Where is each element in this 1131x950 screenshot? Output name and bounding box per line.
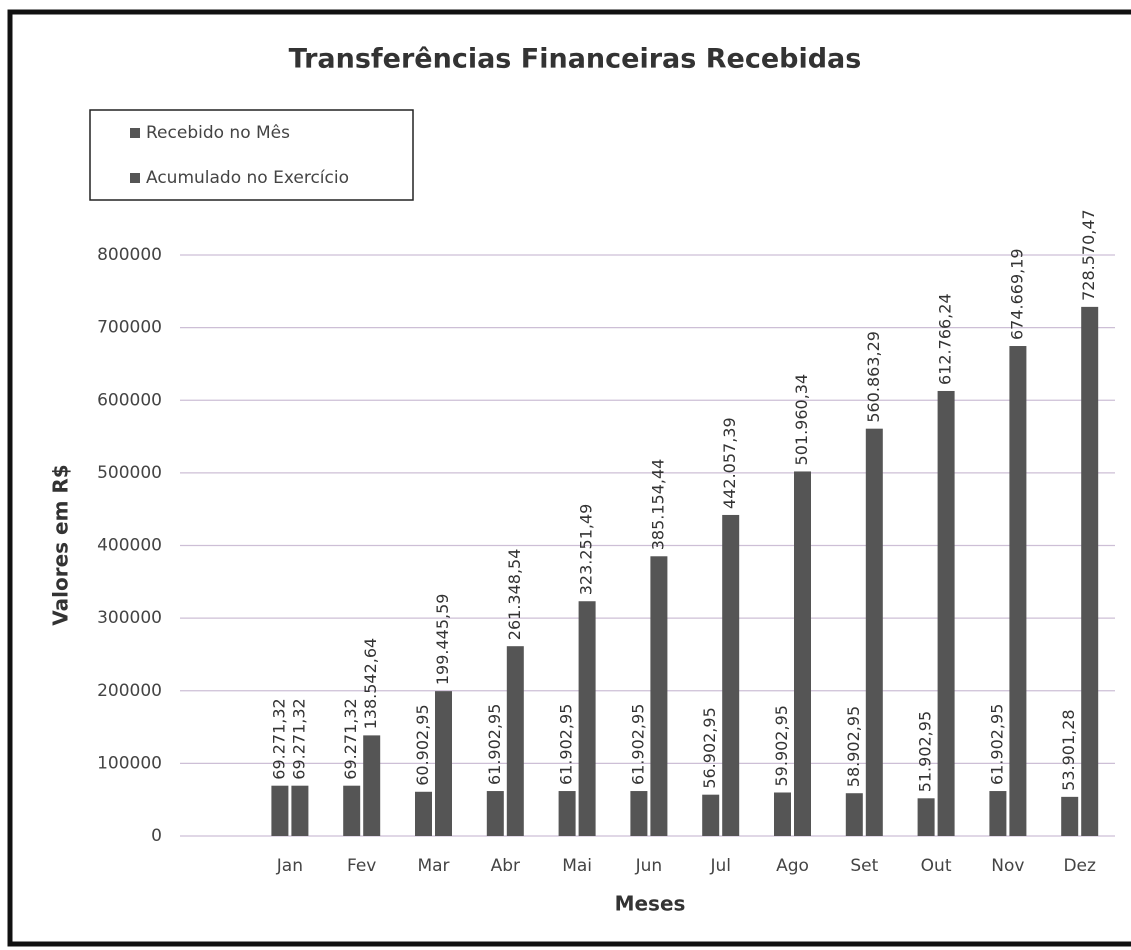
bar — [415, 791, 432, 836]
value-label: 728.570,47 — [1079, 209, 1098, 301]
value-label: 58.902,95 — [844, 706, 863, 787]
y-tick-label: 800000 — [97, 245, 162, 265]
bar — [271, 785, 289, 836]
x-tick-label: Jan — [276, 856, 303, 876]
x-tick-label: Mar — [417, 856, 449, 876]
x-tick-label: Jun — [635, 856, 663, 876]
frame — [7, 9, 1131, 947]
value-label: 59.902,95 — [772, 705, 791, 786]
bar — [343, 785, 361, 836]
value-label: 61.902,95 — [485, 704, 504, 785]
bar — [1009, 346, 1027, 836]
x-tick-label: Abr — [491, 856, 520, 876]
y-tick-label: 300000 — [97, 608, 162, 628]
x-tick-label: Ago — [776, 856, 809, 876]
bar — [865, 428, 883, 836]
value-label: 61.902,95 — [987, 704, 1006, 785]
bar — [578, 601, 596, 836]
value-label: 612.766,24 — [936, 293, 955, 385]
value-label: 261.348,54 — [505, 549, 524, 641]
y-axis-label: Valores em R$ — [49, 464, 73, 625]
bar — [917, 798, 935, 836]
value-label: 138.542,64 — [361, 638, 380, 730]
value-label: 69.271,32 — [269, 698, 288, 779]
legend-label: Recebido no Mês — [146, 123, 290, 143]
bar — [937, 390, 955, 836]
bar — [1061, 796, 1079, 836]
bar — [435, 691, 452, 836]
bar — [702, 794, 720, 836]
bar — [630, 791, 648, 836]
value-label: 51.902,95 — [916, 711, 935, 792]
value-label: 385.154,44 — [648, 459, 667, 551]
bar — [989, 791, 1007, 836]
value-label: 56.902,95 — [700, 707, 719, 788]
value-label: 53.901,28 — [1059, 709, 1078, 790]
value-label: 60.902,95 — [413, 704, 432, 785]
x-tick-label: Nov — [991, 856, 1024, 876]
bar — [650, 556, 668, 836]
bar — [845, 793, 863, 836]
value-label: 61.902,95 — [557, 704, 576, 785]
bar — [774, 792, 791, 836]
x-tick-label: Set — [850, 856, 878, 876]
x-tick-label: Jul — [709, 856, 731, 876]
value-label: 442.057,39 — [720, 417, 739, 509]
value-label: 323.251,49 — [577, 504, 596, 596]
value-label: 61.902,95 — [628, 704, 647, 785]
bar — [1081, 306, 1099, 836]
value-label: 560.863,29 — [864, 331, 883, 423]
y-tick-label: 100000 — [97, 753, 162, 773]
chart-title: Transferências Financeiras Recebidas — [289, 44, 862, 75]
x-axis-label: Meses — [615, 892, 686, 916]
y-tick-label: 500000 — [97, 463, 162, 483]
x-tick-label: Fev — [347, 856, 376, 876]
value-label: 501.960,34 — [792, 374, 811, 466]
x-tick-label: Out — [921, 856, 952, 876]
bar — [486, 791, 504, 836]
legend-box — [89, 109, 414, 201]
bar — [363, 735, 381, 836]
y-tick-label: 200000 — [97, 681, 162, 701]
x-tick-label: Mai — [562, 856, 592, 876]
legend-label: Acumulado no Exercício — [146, 168, 349, 188]
bar — [506, 646, 524, 836]
value-label: 674.669,19 — [1007, 248, 1026, 340]
bar — [558, 791, 576, 836]
value-label: 69.271,32 — [341, 698, 360, 779]
x-tick-label: Dez — [1063, 856, 1096, 876]
bar — [722, 514, 740, 836]
value-label: 69.271,32 — [289, 698, 308, 779]
y-tick-label: 600000 — [97, 390, 162, 410]
y-tick-label: 700000 — [97, 318, 162, 338]
legend-swatch — [130, 173, 140, 183]
value-label: 199.445,59 — [433, 594, 452, 686]
bar — [794, 471, 811, 836]
bar — [291, 785, 309, 836]
legend-swatch — [130, 128, 140, 138]
y-tick-label: 0 — [151, 826, 162, 846]
y-tick-label: 400000 — [97, 536, 162, 556]
